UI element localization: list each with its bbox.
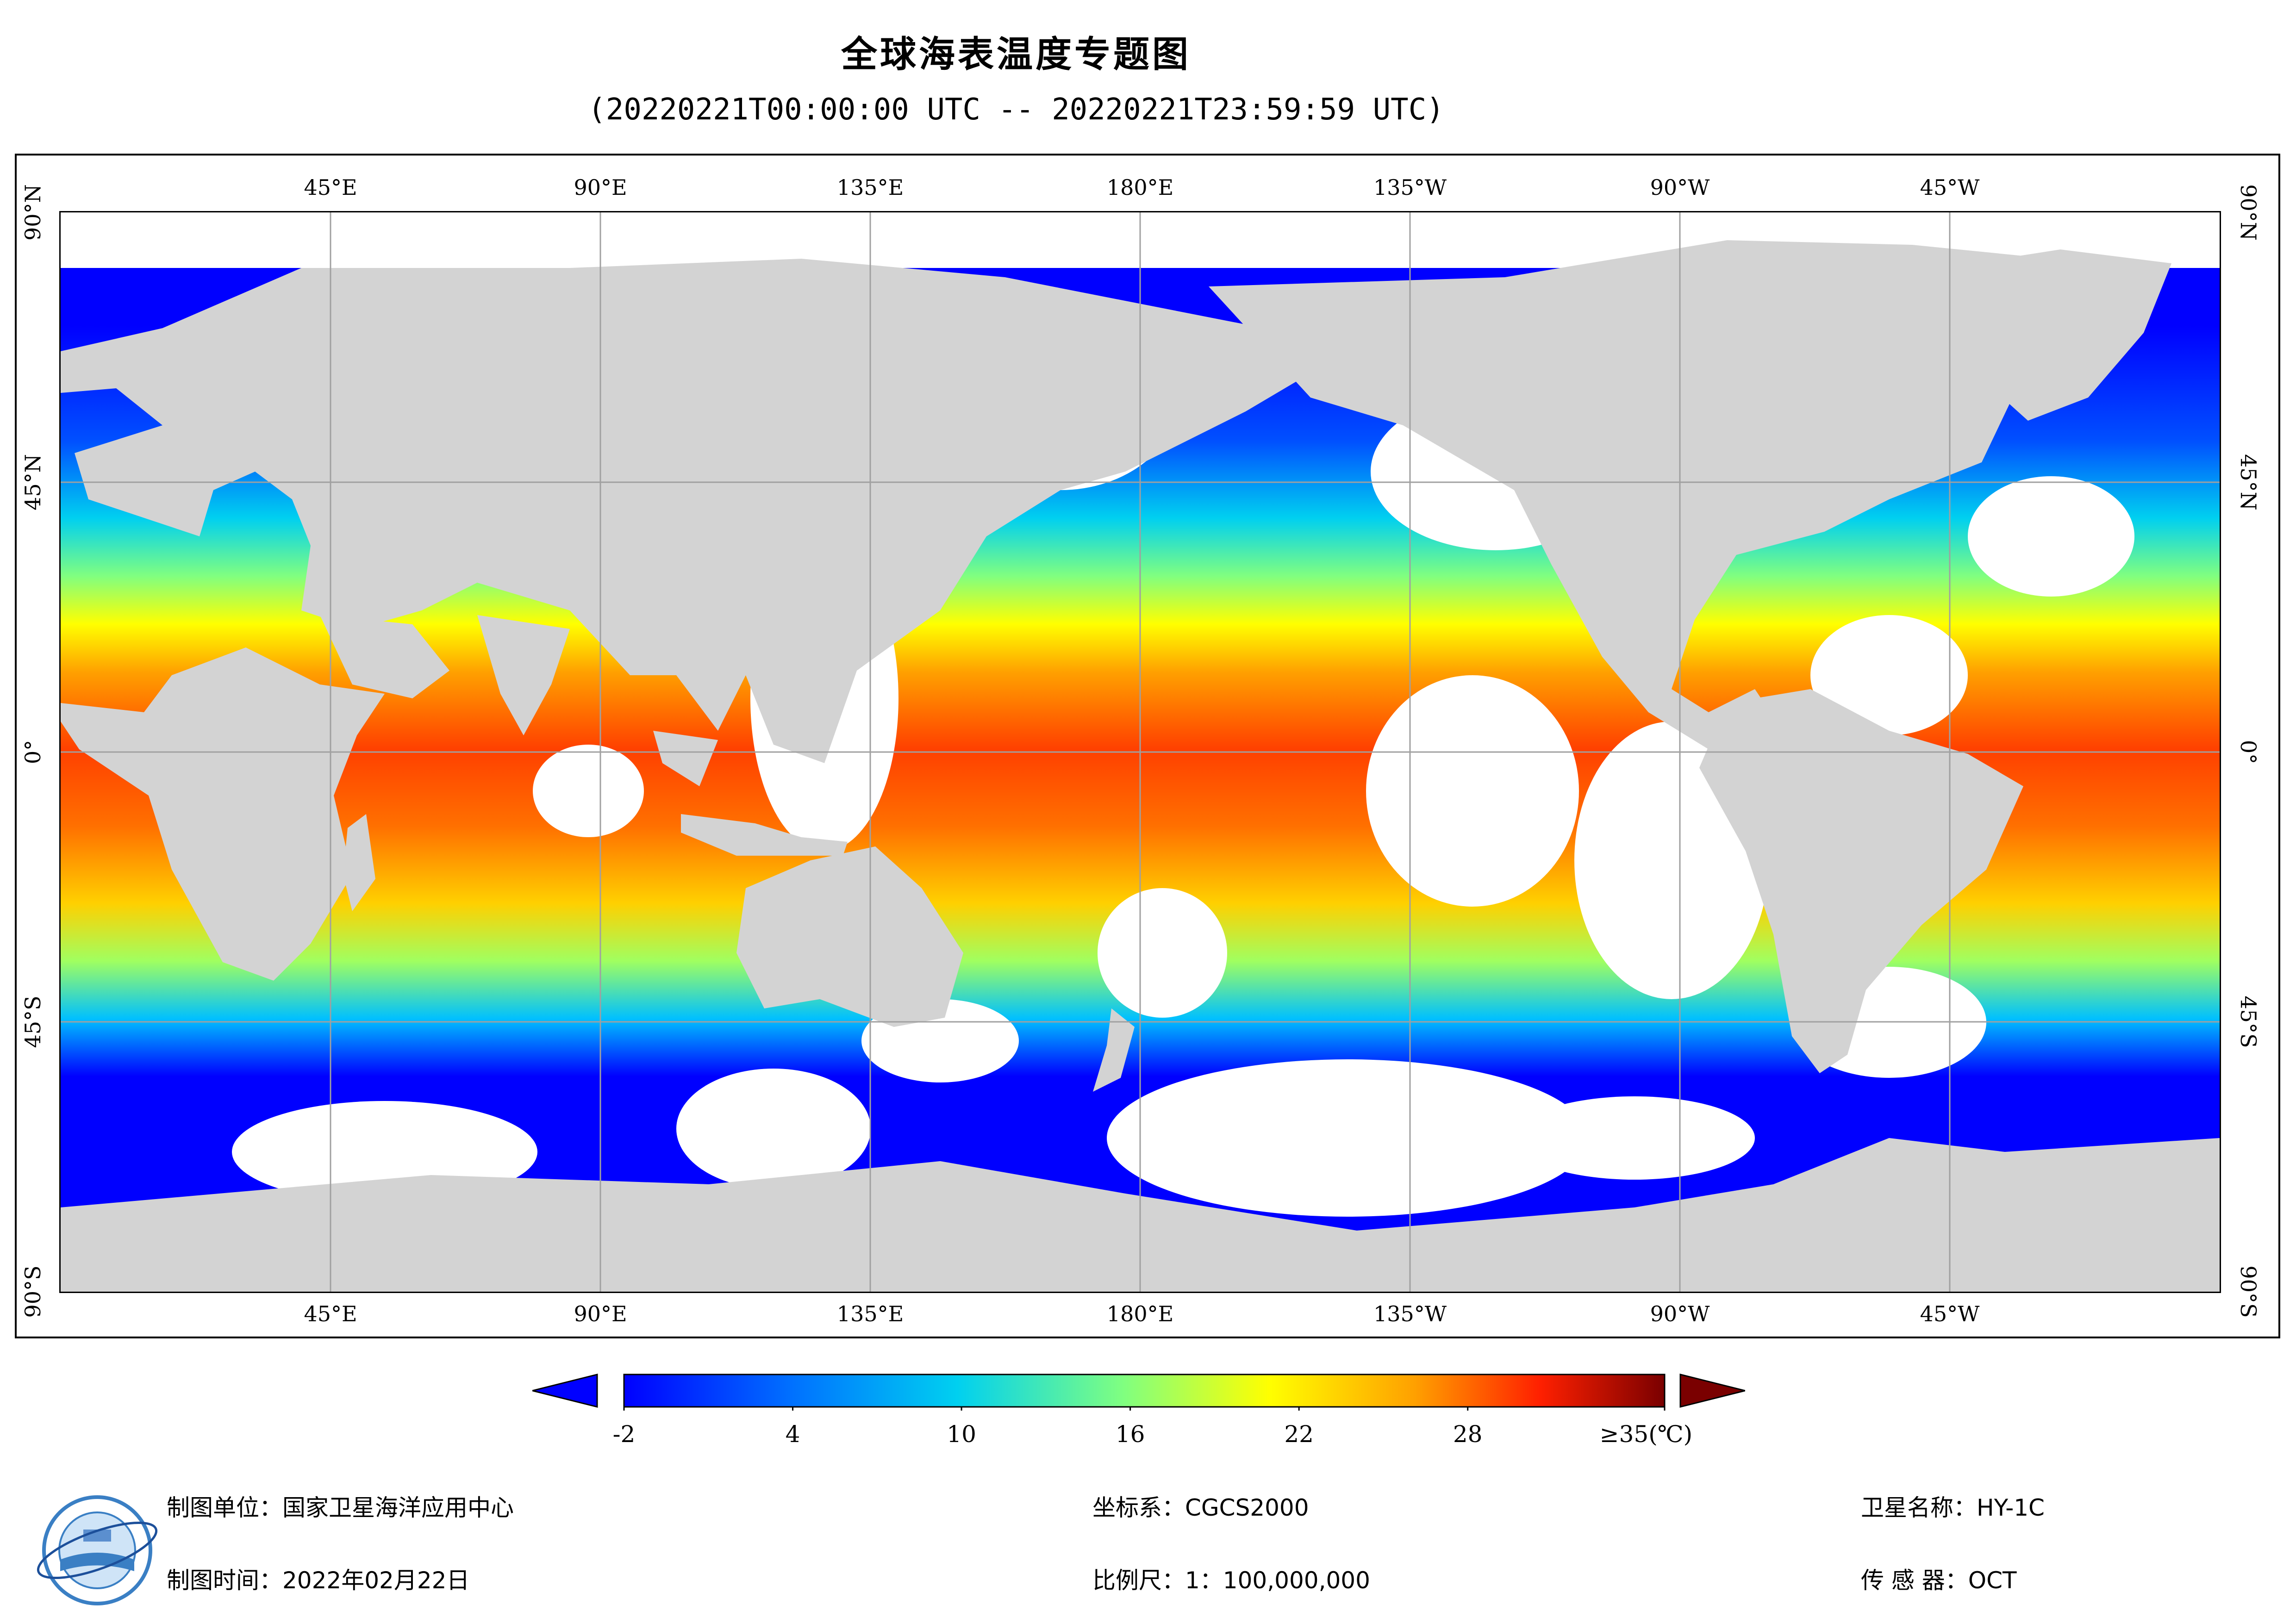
land-new-zealand xyxy=(1093,1008,1135,1092)
lon-tick-label-top: 180°E xyxy=(1106,175,1174,200)
lon-tick-label-bottom: 45°E xyxy=(304,1301,357,1326)
lat-tick-label-left: 90°S xyxy=(20,1265,45,1318)
land-africa xyxy=(61,647,385,981)
land-madagascar xyxy=(343,814,375,911)
lon-tick-label-bottom: 135°W xyxy=(1373,1301,1447,1326)
lon-tick-label-bottom: 45°W xyxy=(1920,1301,1980,1326)
agency-logo xyxy=(37,1495,158,1605)
colorbar xyxy=(532,1374,1745,1411)
map-canvas xyxy=(61,212,2220,1292)
lon-tick-label-bottom: 90°W xyxy=(1650,1301,1710,1326)
lat-tick-label-left: 45°N xyxy=(20,454,45,510)
lon-tick-label-top: 90°W xyxy=(1650,175,1710,200)
map-area xyxy=(59,211,2221,1293)
colorbar-over-arrow xyxy=(1679,1374,1745,1408)
map-subtitle: (20220221T00:00:00 UTC -- 20220221T23:59… xyxy=(588,93,1444,127)
sensor-name: 传 感 器：OCT xyxy=(1861,1567,2017,1594)
land-arabia xyxy=(320,615,449,698)
lat-tick-label-right: 0° xyxy=(2236,740,2261,765)
land-north-america xyxy=(1209,240,2144,749)
colorbar-label: ≥35(℃) xyxy=(1599,1421,1693,1448)
land-india xyxy=(477,615,570,735)
lon-tick-label-top: 45°E xyxy=(304,175,357,200)
land-eurasia xyxy=(61,259,1348,763)
colorbar-label: 28 xyxy=(1453,1421,1483,1448)
colorbar-under-arrow xyxy=(532,1374,598,1408)
colorbar-label: 16 xyxy=(1115,1421,1145,1448)
map-title: 全球海表温度专题图 xyxy=(841,34,1191,75)
lon-tick-label-top: 135°E xyxy=(836,175,904,200)
lon-tick-label-top: 45°W xyxy=(1920,175,1980,200)
colorbar-ramp xyxy=(623,1374,1666,1408)
lon-tick-label-bottom: 90°E xyxy=(574,1301,627,1326)
lat-tick-label-left: 90°N xyxy=(20,184,45,241)
satellite-name: 卫星名称：HY-1C xyxy=(1861,1494,2045,1521)
lat-tick-label-left: 45°S xyxy=(20,995,45,1048)
land-australia xyxy=(736,846,963,1027)
lat-tick-label-right: 45°N xyxy=(2236,454,2261,510)
land-greenland xyxy=(1912,249,2171,421)
lon-tick-label-bottom: 180°E xyxy=(1106,1301,1174,1326)
land-south-america xyxy=(1699,689,2023,1073)
colorbar-label: 4 xyxy=(785,1421,800,1448)
lat-tick-label-right: 45°S xyxy=(2236,995,2261,1048)
map-date: 制图时间：2022年02月22日 xyxy=(167,1567,470,1594)
lat-tick-label-right: 90°S xyxy=(2236,1265,2261,1318)
lon-tick-label-bottom: 135°E xyxy=(836,1301,904,1326)
colorbar-label: 22 xyxy=(1284,1421,1314,1448)
map-scale: 比例尺：1：100,000,000 xyxy=(1092,1567,1370,1594)
colorbar-label: -2 xyxy=(612,1421,636,1448)
lat-tick-label-left: 0° xyxy=(20,740,45,765)
lat-tick-label-right: 90°N xyxy=(2236,184,2261,241)
graticule xyxy=(61,212,2220,1292)
colorbar-label: 10 xyxy=(947,1421,976,1448)
map-producer: 制图单位：国家卫星海洋应用中心 xyxy=(167,1494,514,1521)
map-frame xyxy=(15,154,2280,1338)
lon-tick-label-top: 90°E xyxy=(574,175,627,200)
colorbar-ticks xyxy=(623,1407,1666,1411)
lon-tick-label-top: 135°W xyxy=(1373,175,1447,200)
land-southeast-asia xyxy=(653,731,718,786)
coordinate-system: 坐标系：CGCS2000 xyxy=(1092,1494,1309,1521)
land-indonesia xyxy=(681,814,848,856)
